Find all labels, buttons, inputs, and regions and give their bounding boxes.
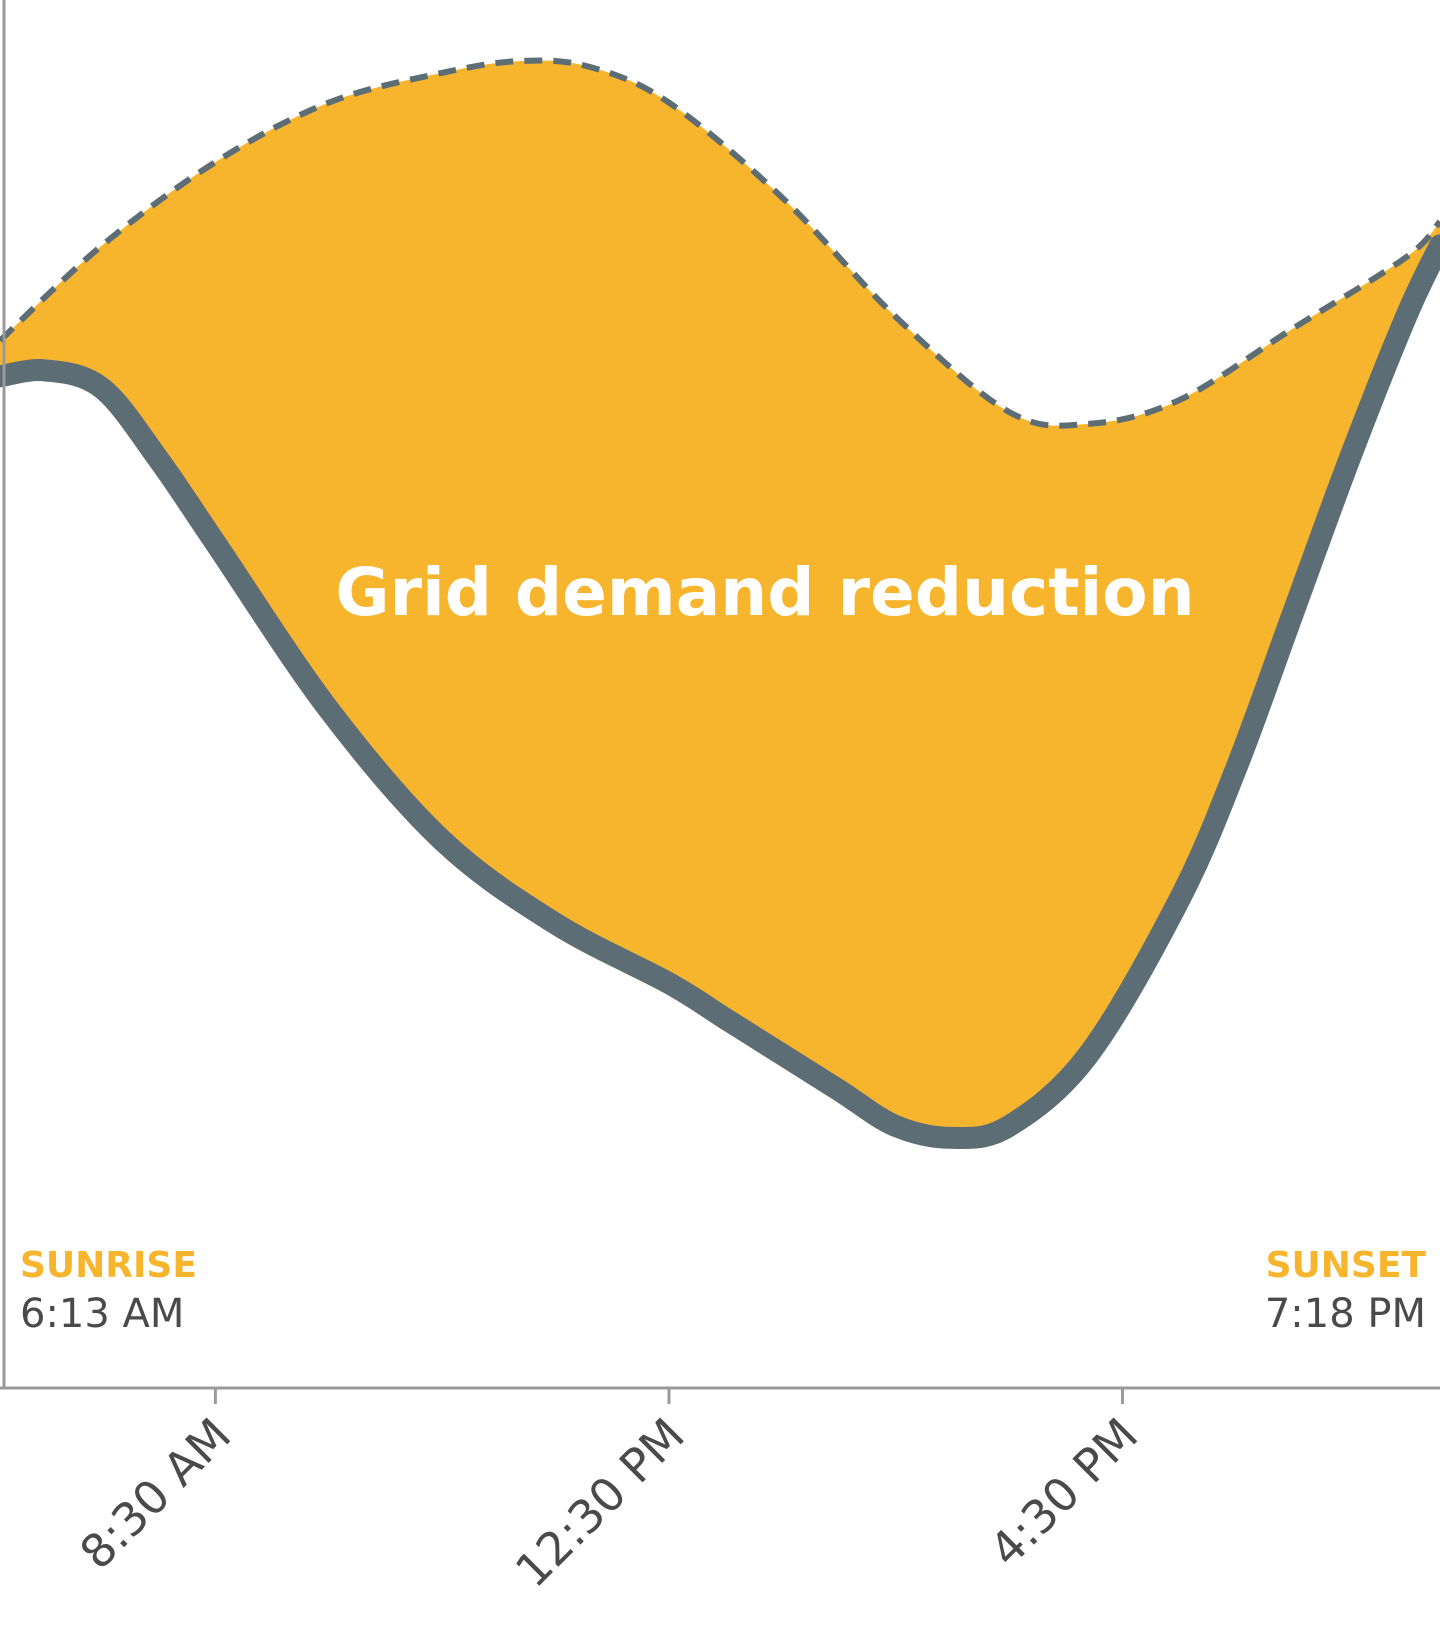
dashed-demand-line (0, 57, 1440, 429)
x-tick-label: 4:30 PM (979, 1408, 1148, 1577)
sunrise-time: 6:13 AM (20, 1291, 184, 1337)
sunset-label: SUNSET (1266, 1245, 1427, 1286)
sunrise-label: SUNRISE (20, 1245, 197, 1286)
grid-demand-reduction-area (0, 60, 1440, 1138)
x-tick-label: 12:30 PM (505, 1408, 695, 1598)
x-axis-ticks: 8:30 AM 12:30 PM 4:30 PM (69, 1388, 1148, 1598)
x-tick-label: 8:30 AM (69, 1408, 241, 1580)
sunset-time: 7:18 PM (1265, 1291, 1426, 1337)
area-label: Grid demand reduction (335, 554, 1194, 631)
solid-net-demand-line (0, 234, 1440, 1149)
